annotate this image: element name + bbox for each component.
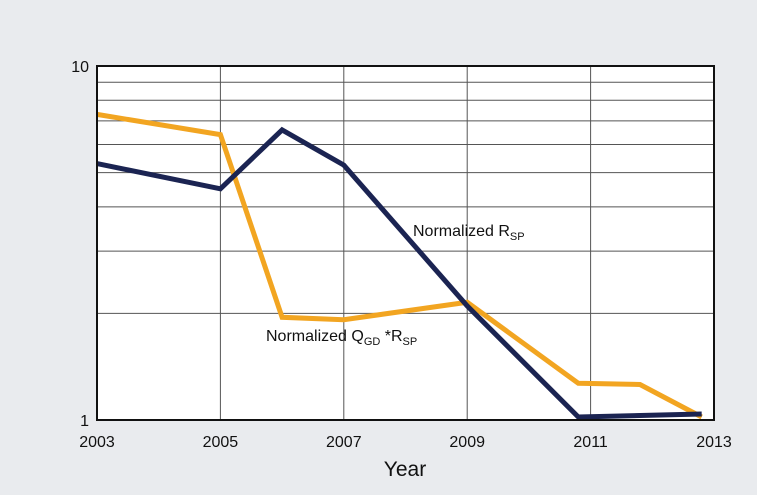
x-tick-label: 2005: [203, 434, 239, 451]
series-line-rsp: [96, 126, 702, 420]
x-tick-label: 2013: [696, 434, 732, 451]
series-label-qgd-main: Normalized Q: [266, 328, 364, 345]
series-label-qgd: Normalized QGD *RSP: [266, 328, 417, 348]
series-label-qgd-sub2: SP: [403, 336, 418, 348]
series-label-rsp-main: Normalized R: [413, 223, 510, 240]
series-line-qgd: [96, 111, 703, 420]
x-tick-label: 2003: [79, 434, 115, 451]
series-lines: [96, 111, 703, 420]
series-label-rsp: Normalized RSP: [413, 223, 525, 243]
plot-frame: [96, 65, 715, 421]
x-tick-label: 2009: [449, 434, 485, 451]
plot-area: [97, 66, 714, 420]
y-tick-label: 1: [80, 413, 89, 430]
x-axis-title: Year: [384, 458, 426, 481]
tick-labels: 2003 2005 2007 2009 2011 2013 10 1: [71, 59, 732, 451]
x-tick-label: 2011: [573, 434, 608, 451]
y-tick-label: 10: [71, 59, 89, 76]
series-label-rsp-sub: SP: [510, 231, 525, 243]
series-label-qgd-sub: GD: [364, 336, 381, 348]
series-label-qgd-mid: *R: [380, 328, 402, 345]
x-tick-label: 2007: [326, 434, 362, 451]
